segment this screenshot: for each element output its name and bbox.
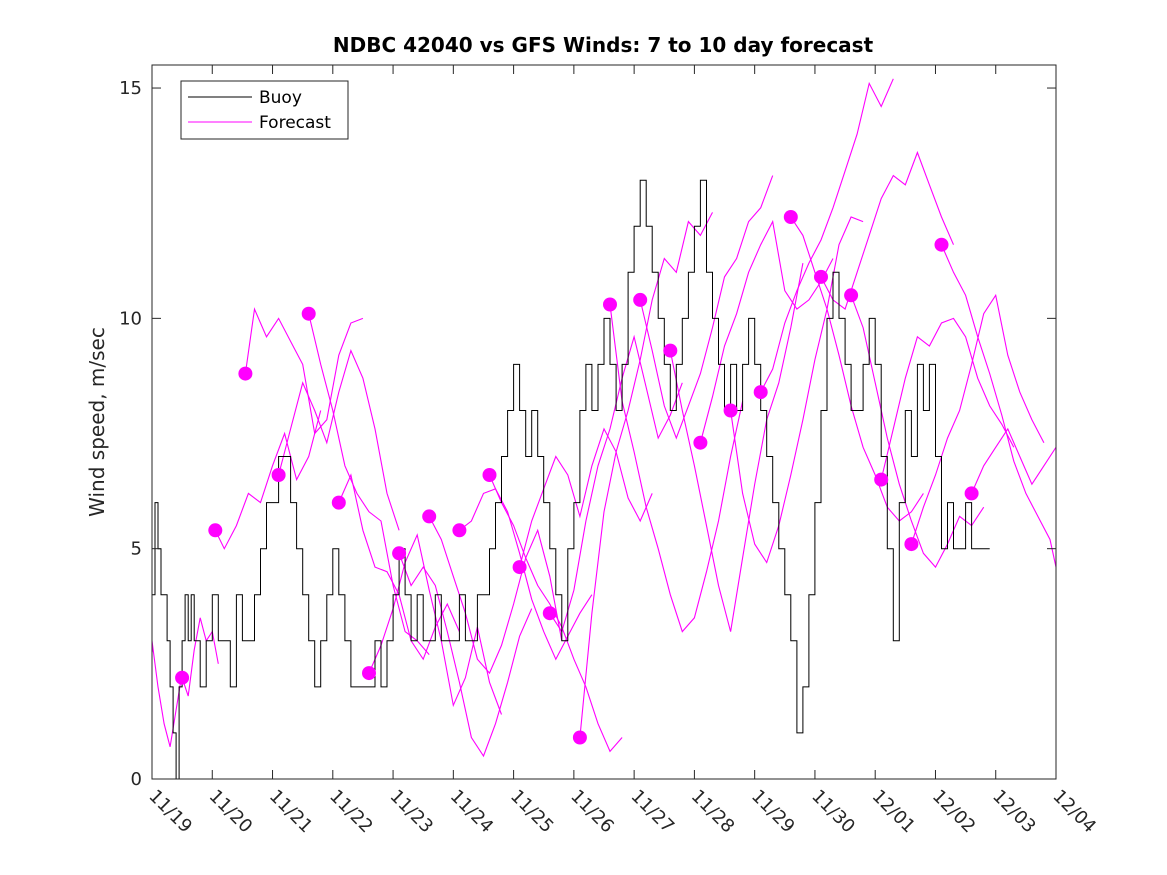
forecast-marker-2 bbox=[175, 670, 190, 685]
forecast-line-28 bbox=[971, 427, 1056, 494]
forecast-line-25 bbox=[880, 317, 1015, 480]
forecast-line-23 bbox=[820, 150, 955, 311]
forecast-line-22 bbox=[790, 216, 924, 522]
forecast-marker-20 bbox=[723, 403, 738, 418]
forecast-marker-3 bbox=[208, 523, 223, 538]
forecast-marker-26 bbox=[904, 537, 919, 552]
legend-box bbox=[180, 80, 349, 140]
forecast-marker-15 bbox=[572, 730, 587, 745]
forecast-line-21 bbox=[760, 78, 894, 393]
forecast-marker-8 bbox=[362, 666, 376, 681]
forecast-marker-12 bbox=[482, 468, 497, 482]
forecast-line-11 bbox=[459, 488, 593, 661]
forecast-line-9 bbox=[398, 553, 533, 758]
forecast-marker-7 bbox=[331, 495, 346, 510]
forecast-line-5 bbox=[278, 348, 400, 531]
forecast-line-1 bbox=[152, 639, 183, 747]
y-tick-label: 15 bbox=[119, 78, 142, 99]
forecast-line-16 bbox=[609, 304, 744, 633]
forecast-marker-19 bbox=[693, 435, 708, 450]
legend-buoy-label: Buoy bbox=[259, 88, 302, 108]
forecast-marker-27 bbox=[934, 237, 949, 252]
forecast-line-27 bbox=[940, 244, 1056, 568]
plot-frame bbox=[151, 64, 1057, 780]
y-tick-label: 0 bbox=[131, 769, 142, 790]
forecast-marker-5 bbox=[271, 468, 286, 482]
y-tick-label: 10 bbox=[119, 308, 142, 329]
forecast-marker-13 bbox=[512, 560, 527, 575]
forecast-line-19 bbox=[699, 219, 834, 443]
forecast-line-15 bbox=[579, 212, 713, 738]
forecast-marker-25 bbox=[874, 472, 889, 487]
forecast-marker-28 bbox=[964, 486, 979, 501]
forecast-marker-16 bbox=[603, 297, 617, 312]
forecast-marker-24 bbox=[844, 288, 859, 303]
forecast-marker-6 bbox=[301, 306, 316, 321]
buoy-line bbox=[152, 179, 990, 779]
forecast-marker-17 bbox=[633, 292, 648, 307]
legend-forecast-label: Forecast bbox=[259, 113, 331, 133]
forecast-line-24 bbox=[850, 295, 985, 569]
plot-area bbox=[152, 65, 1056, 779]
forecast-markers bbox=[152, 210, 979, 745]
forecast-marker-18 bbox=[663, 343, 678, 358]
forecast-line-3 bbox=[214, 410, 322, 550]
forecast-line-20 bbox=[730, 216, 864, 564]
forecast-marker-23 bbox=[814, 269, 828, 284]
forecast-line-17 bbox=[639, 175, 774, 440]
forecast-marker-14 bbox=[542, 606, 557, 621]
forecast-marker-10 bbox=[422, 509, 437, 524]
forecast-marker-21 bbox=[753, 385, 768, 400]
forecast-marker-9 bbox=[392, 546, 407, 561]
buoy-series bbox=[152, 179, 990, 779]
forecast-line-26 bbox=[910, 293, 1045, 545]
y-tick-label: 5 bbox=[131, 539, 142, 560]
forecast-marker-22 bbox=[783, 210, 798, 224]
forecast-line-10 bbox=[428, 516, 563, 675]
legend: Buoy Forecast bbox=[180, 80, 349, 140]
y-axis: 0 5 10 15 bbox=[119, 78, 1056, 790]
y-axis-label: Wind speed, m/sec bbox=[85, 327, 109, 517]
forecast-line-18 bbox=[669, 262, 804, 632]
forecast-line-13 bbox=[519, 427, 653, 568]
forecast-line-4 bbox=[244, 307, 364, 435]
chart-title: NDBC 42040 vs GFS Winds: 7 to 10 day for… bbox=[333, 33, 874, 57]
forecast-marker-4 bbox=[238, 366, 253, 381]
forecast-marker-11 bbox=[452, 523, 467, 538]
forecast-series bbox=[152, 78, 1056, 758]
